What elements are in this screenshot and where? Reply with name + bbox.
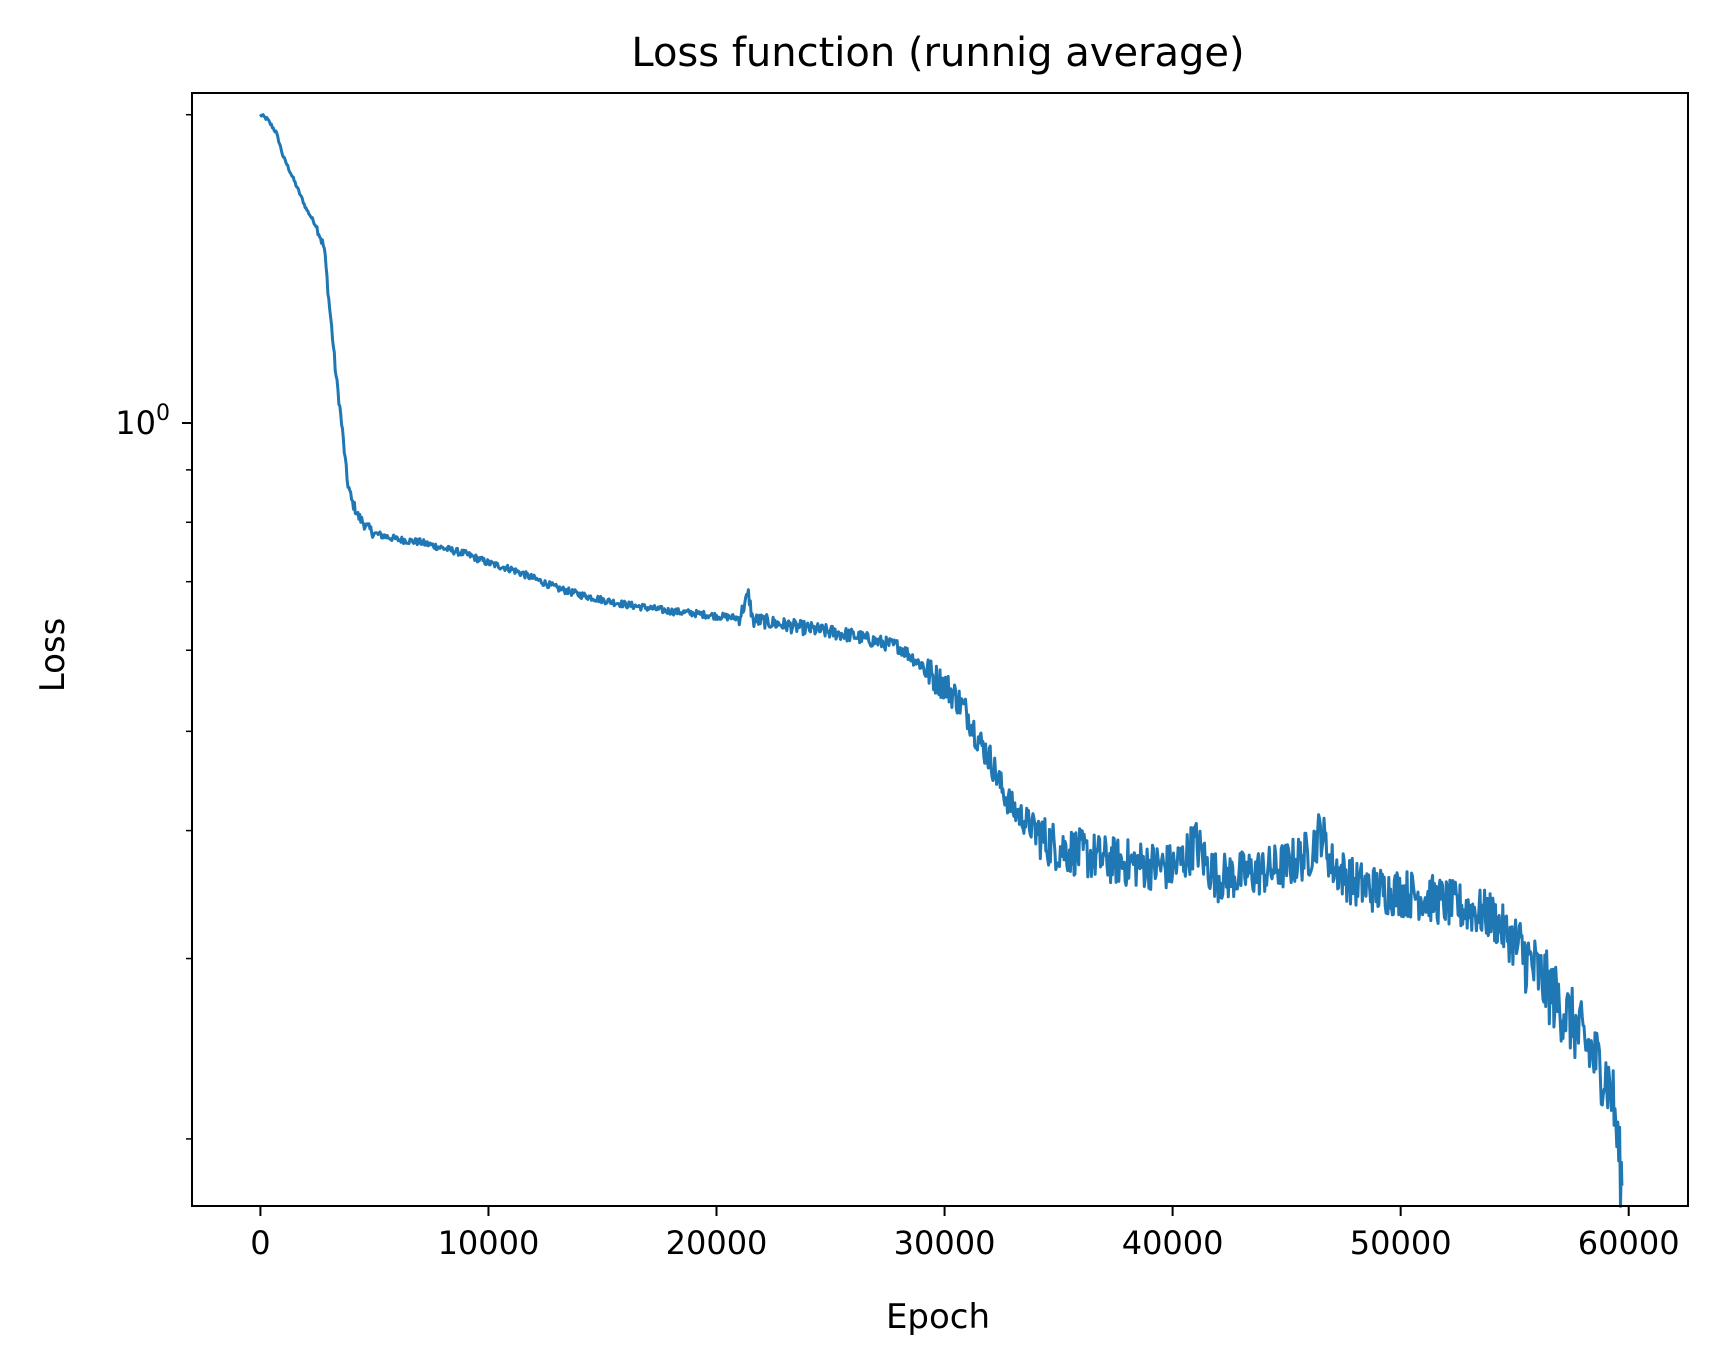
x-tick-label: 0 [250, 1224, 270, 1262]
x-tick-label: 30000 [894, 1224, 996, 1262]
loss-series-line [259, 113, 1624, 1208]
y-axis-label: Loss [33, 618, 73, 693]
plot-area [259, 113, 1624, 1208]
y-tick-label: 100 [115, 401, 170, 442]
x-tick-label: 20000 [666, 1224, 768, 1262]
x-axis-label: Epoch [886, 1297, 990, 1337]
x-tick-label: 50000 [1350, 1224, 1452, 1262]
x-tick-label: 10000 [438, 1224, 540, 1262]
y-tick-label-exponent: 0 [156, 401, 170, 426]
plot-frame [191, 92, 1689, 1207]
y-tick-label-base: 10 [115, 404, 156, 442]
x-tick-label: 60000 [1578, 1224, 1680, 1262]
x-tick-label: 40000 [1122, 1224, 1224, 1262]
chart-title: Loss function (runnig average) [631, 30, 1244, 76]
